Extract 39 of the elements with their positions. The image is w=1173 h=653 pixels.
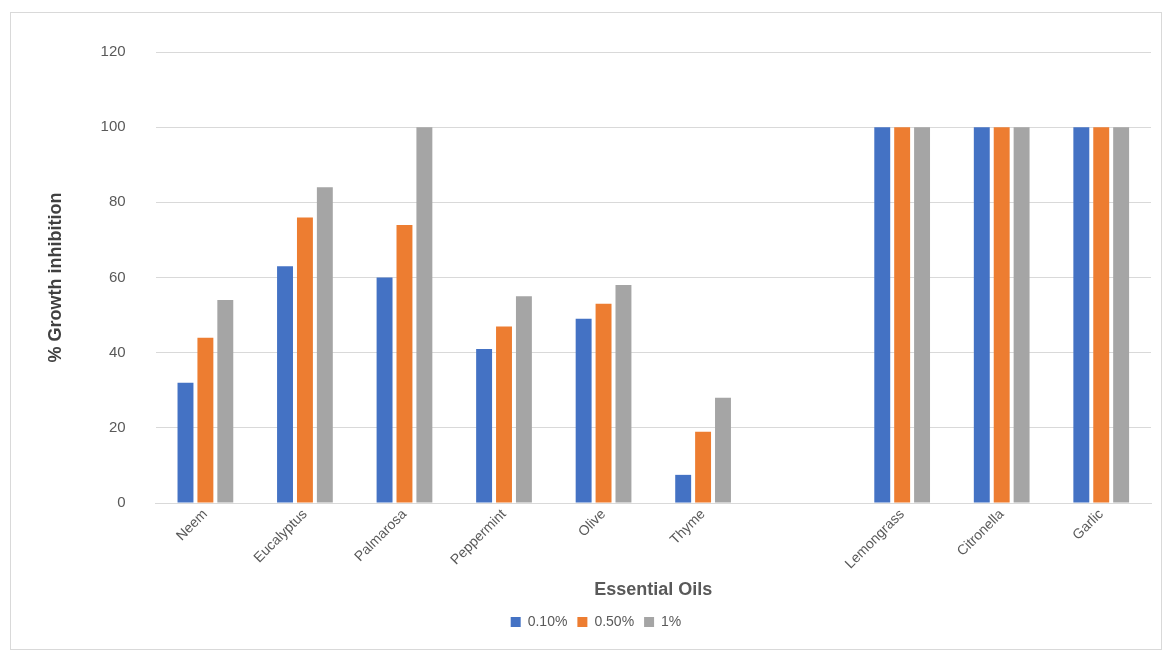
bar — [715, 397, 731, 503]
bar — [595, 303, 612, 503]
bar — [416, 127, 433, 503]
bar — [515, 296, 532, 503]
bar — [973, 127, 990, 503]
bar — [1113, 127, 1130, 503]
bar — [615, 285, 632, 503]
bar — [695, 431, 712, 503]
y-tick-label: 20 — [108, 418, 126, 436]
bar — [197, 337, 214, 503]
legend-label: 1% — [661, 612, 682, 629]
y-tick-label: 60 — [108, 267, 126, 285]
bar — [675, 474, 692, 503]
bar — [496, 326, 512, 503]
bar — [296, 217, 313, 503]
bar — [993, 127, 1010, 503]
y-tick-label: 0 — [117, 493, 126, 511]
bar — [396, 224, 413, 503]
bar — [476, 348, 493, 503]
x-axis-title: Essential Oils — [594, 579, 713, 600]
bar — [1073, 127, 1090, 503]
y-tick-label: 100 — [100, 117, 126, 135]
bar — [277, 266, 293, 503]
bar — [316, 187, 333, 503]
bar — [575, 318, 592, 503]
bar — [1013, 127, 1030, 503]
bar — [874, 127, 891, 503]
legend-label: 0.10% — [527, 612, 568, 629]
y-axis-title: % Growth inhibition — [44, 192, 65, 363]
bar — [894, 127, 911, 503]
legend-label: 0.50% — [594, 612, 635, 629]
bar — [376, 277, 393, 503]
bar — [1093, 127, 1110, 503]
y-tick-label: 40 — [108, 342, 126, 360]
bar — [177, 382, 194, 503]
y-tick-label: 80 — [108, 192, 126, 210]
y-tick-label: 120 — [100, 42, 126, 60]
bar — [914, 127, 931, 503]
bar — [217, 300, 234, 503]
